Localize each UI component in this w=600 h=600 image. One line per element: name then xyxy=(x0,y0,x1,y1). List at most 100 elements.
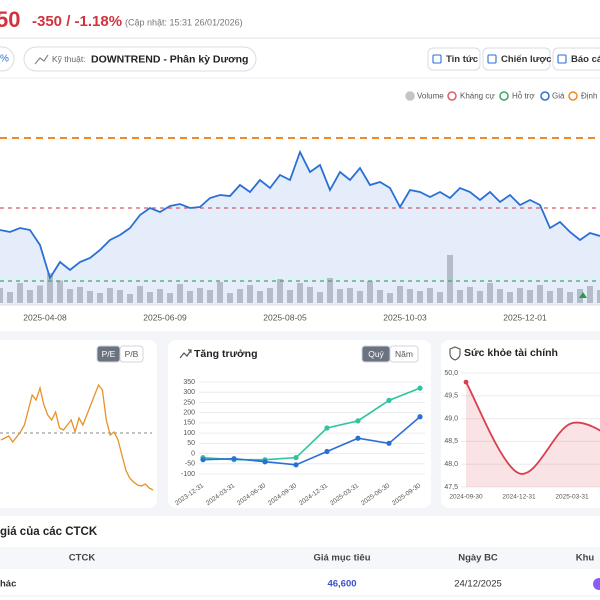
volume-bar xyxy=(387,293,393,303)
volume-bar xyxy=(37,285,43,303)
growth-line xyxy=(202,416,421,466)
volume-bar xyxy=(127,294,133,303)
volume-bar xyxy=(367,281,373,303)
tab-label[interactable]: P/B xyxy=(125,349,139,359)
growth-point xyxy=(324,448,330,455)
volume-bar xyxy=(357,291,363,303)
tab-label[interactable]: P/E xyxy=(102,349,116,359)
y-tick-label: 0 xyxy=(191,450,195,457)
toolbar-button[interactable] xyxy=(552,47,600,71)
price-area xyxy=(0,152,600,305)
y-tick-label: 50,0 xyxy=(444,370,458,377)
volume-bar xyxy=(537,285,543,303)
growth-point xyxy=(355,435,361,441)
y-tick-label: 150 xyxy=(183,420,195,427)
volume-bar xyxy=(457,290,463,303)
toolbar-buttons: Tin tức Chiến lược Báo các xyxy=(427,47,600,71)
legend-label: Volume xyxy=(417,92,444,101)
toolbar-button[interactable] xyxy=(482,47,551,71)
tab[interactable] xyxy=(119,345,144,363)
x-tick-label: 2025-10-03 xyxy=(383,312,427,322)
column-header: CTCK xyxy=(69,553,96,564)
y-tick-label: 300 xyxy=(183,389,195,396)
volume-bar xyxy=(217,282,223,303)
volume-bar xyxy=(417,291,423,303)
volume-bar xyxy=(147,292,153,303)
legend-label: Giá xyxy=(552,92,565,101)
growth-point xyxy=(386,440,392,446)
signal-label: Kỹ thuật: xyxy=(52,54,86,64)
legend-swatch xyxy=(405,91,415,101)
growth-card xyxy=(168,340,431,508)
column-header: Khu xyxy=(576,553,595,564)
growth-title: Tăng trưởng xyxy=(194,348,257,360)
volume-bar xyxy=(427,288,433,303)
table: CTCK Giá mục tiêu Ngày BC Khu hác 46,600 24/12… xyxy=(0,553,600,597)
left-button-label[interactable]: % xyxy=(0,54,9,65)
table-title: giá của các CTCK xyxy=(0,526,98,538)
toolbar-button-label[interactable]: Chiến lược xyxy=(501,54,552,65)
volume-bar xyxy=(597,290,600,303)
growth-point xyxy=(386,397,392,403)
header-bg xyxy=(0,0,600,38)
legend-label: Hỗ trợ xyxy=(512,92,535,101)
volume-bar xyxy=(437,292,443,303)
legend-swatch xyxy=(568,91,578,101)
growth-point xyxy=(324,425,330,431)
left-button[interactable] xyxy=(0,46,15,72)
button-icon xyxy=(487,54,497,64)
volume-bar xyxy=(107,288,113,303)
volume-bar xyxy=(227,293,233,303)
volume-bar xyxy=(57,280,63,303)
volume-bar xyxy=(267,288,273,303)
growth-point xyxy=(262,459,268,465)
legend-swatch xyxy=(447,91,457,101)
tab-label[interactable]: Năm xyxy=(395,349,413,359)
table-header-bg xyxy=(0,547,600,569)
volume-bar xyxy=(87,291,93,303)
volume-bar xyxy=(407,289,413,303)
volume-bar xyxy=(547,291,553,303)
growth-point xyxy=(293,455,299,461)
growth-point xyxy=(231,456,237,462)
volume-bar xyxy=(17,283,23,303)
y-tick-label: 48,0 xyxy=(444,461,458,468)
volume-bar xyxy=(557,288,563,303)
updated-time: (Cập nhật: 15:31 26/01/2026) xyxy=(125,17,243,27)
y-tick-label: 350 xyxy=(183,379,195,386)
tab-label[interactable]: Quý xyxy=(368,349,384,359)
signal-button[interactable] xyxy=(23,46,257,72)
legend-label: Định xyxy=(581,92,597,101)
volume-bar xyxy=(0,288,3,303)
row-badge xyxy=(593,578,600,590)
toolbar-button-label[interactable]: Báo các xyxy=(571,54,600,65)
x-tick-label: 2025-06-09 xyxy=(143,312,187,322)
signal-icon xyxy=(34,54,49,65)
volume-bar xyxy=(497,289,503,303)
volume-bar xyxy=(197,288,203,303)
column-header: Ngày BC xyxy=(458,553,498,564)
health-line xyxy=(465,381,600,475)
volume-bar xyxy=(287,290,293,303)
volume-bar xyxy=(577,289,583,303)
y-tick-label: 48,5 xyxy=(444,438,458,445)
volume-bar xyxy=(67,289,73,303)
toolbar-button-label[interactable]: Tin tức xyxy=(446,54,478,65)
growth-point xyxy=(200,457,206,463)
health-title: Sức khỏe tài chính xyxy=(464,347,558,359)
volume-bar xyxy=(337,289,343,303)
y-tick-label: 100 xyxy=(183,430,195,437)
toolbar-button[interactable] xyxy=(427,47,481,71)
health-point xyxy=(463,379,469,385)
volume-bar xyxy=(517,288,523,303)
y-tick-label: 49,0 xyxy=(444,415,458,422)
volume-bar xyxy=(27,290,33,303)
pe-card xyxy=(0,340,157,508)
x-tick-label: 2025-12-01 xyxy=(503,312,547,322)
price-change: -350 / -1.18% xyxy=(32,13,122,30)
volume-bar xyxy=(277,279,283,303)
tab[interactable] xyxy=(389,345,419,363)
x-tick-label: 2025-08-05 xyxy=(263,312,307,322)
volume-bar xyxy=(77,287,83,303)
